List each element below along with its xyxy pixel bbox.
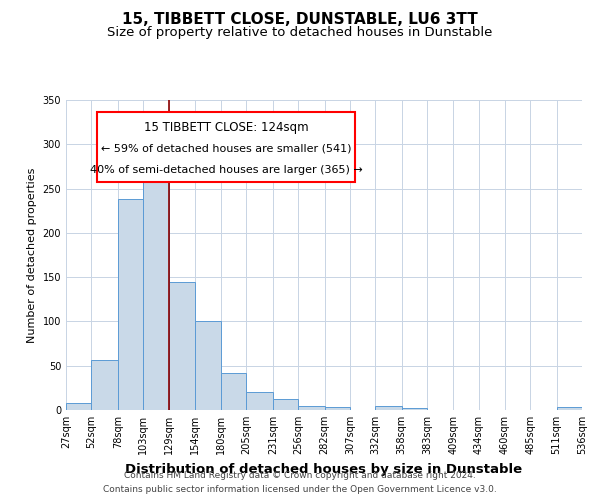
- Text: ← 59% of detached houses are smaller (541): ← 59% of detached houses are smaller (54…: [101, 144, 351, 154]
- Bar: [247, 392, 273, 410]
- Text: 40% of semi-detached houses are larger (365) →: 40% of semi-detached houses are larger (…: [89, 164, 362, 174]
- Text: 15, TIBBETT CLOSE, DUNSTABLE, LU6 3TT: 15, TIBBETT CLOSE, DUNSTABLE, LU6 3TT: [122, 12, 478, 28]
- Bar: [169, 282, 195, 410]
- Text: Size of property relative to detached houses in Dunstable: Size of property relative to detached ho…: [107, 26, 493, 39]
- Text: Contains HM Land Registry data © Crown copyright and database right 2024.: Contains HM Land Registry data © Crown c…: [124, 472, 476, 480]
- X-axis label: Distribution of detached houses by size in Dunstable: Distribution of detached houses by size …: [125, 462, 523, 475]
- Bar: [298, 406, 325, 410]
- Bar: [273, 400, 298, 410]
- Bar: [325, 408, 350, 410]
- Bar: [195, 320, 221, 410]
- Bar: [66, 403, 91, 410]
- FancyBboxPatch shape: [97, 112, 355, 182]
- Y-axis label: Number of detached properties: Number of detached properties: [27, 168, 37, 342]
- Bar: [401, 408, 427, 410]
- Bar: [91, 360, 118, 410]
- Bar: [557, 408, 582, 410]
- Text: 15 TIBBETT CLOSE: 124sqm: 15 TIBBETT CLOSE: 124sqm: [143, 121, 308, 134]
- Text: Contains public sector information licensed under the Open Government Licence v3: Contains public sector information licen…: [103, 484, 497, 494]
- Bar: [221, 373, 247, 410]
- Bar: [375, 406, 401, 410]
- Bar: [118, 199, 143, 410]
- Bar: [143, 153, 169, 410]
